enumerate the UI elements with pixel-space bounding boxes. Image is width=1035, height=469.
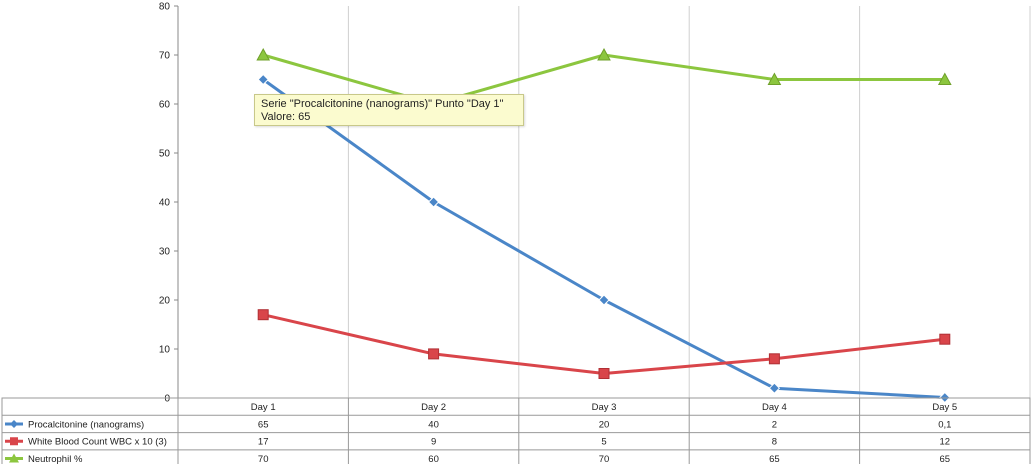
y-tick-label: 20 [159, 296, 171, 307]
tooltip-line-2: Valore: 65 [261, 111, 311, 123]
data-table-cell: 12 [940, 437, 951, 448]
data-table-cell: 65 [258, 419, 269, 430]
x-category-label: Day 1 [251, 402, 276, 413]
data-table-cell: 5 [601, 437, 606, 448]
y-tick-label: 40 [159, 198, 171, 209]
x-category-label: Day 5 [932, 402, 957, 413]
legend-key-marker [10, 437, 18, 446]
data-table-cell: 0,1 [938, 419, 951, 430]
y-tick-label: 50 [159, 149, 171, 160]
data-point-marker [939, 333, 951, 345]
data-point-marker [937, 72, 952, 85]
data-table-cell: 9 [431, 437, 436, 448]
data-table-border [1, 397, 1031, 468]
legend-entry-label: Neutrophil % [28, 454, 83, 464]
data-point-marker [598, 294, 610, 306]
x-category-label: Day 3 [592, 402, 617, 413]
plot-area [178, 6, 1030, 398]
data-table-cell: 70 [258, 454, 269, 464]
y-tick-label: 30 [159, 247, 171, 258]
data-point-marker [257, 73, 269, 86]
data-table-cell: 2 [772, 419, 777, 430]
legend-key-marker [9, 453, 19, 463]
data-table-cell: 8 [772, 437, 777, 448]
data-table-cell: 65 [940, 454, 951, 464]
data-point-marker [767, 72, 782, 85]
data-point-marker [597, 47, 611, 61]
data-table-cell: 70 [599, 454, 610, 464]
y-tick-label: 70 [159, 51, 171, 62]
data-table-cell: 20 [599, 419, 610, 430]
y-tick-label: 0 [164, 394, 170, 405]
data-point-tooltip: Serie "Procalcitonine (nanograms)" Punto… [254, 94, 524, 126]
data-point-marker [428, 348, 440, 360]
legend-entry-label: Procalcitonine (nanograms) [28, 419, 144, 430]
data-point-marker [598, 368, 610, 379]
x-category-label: Day 4 [762, 402, 787, 413]
y-tick-label: 60 [159, 100, 171, 111]
data-point-marker [256, 47, 271, 61]
data-point-marker [768, 353, 780, 365]
y-tick-label: 10 [159, 345, 171, 356]
tooltip-line-1: Serie "Procalcitonine (nanograms)" Punto… [261, 98, 504, 110]
legend-key-marker [10, 419, 18, 428]
data-table-cell: 40 [428, 419, 439, 430]
data-point-marker [768, 382, 781, 394]
legend-entry-label: White Blood Count WBC x 10 (3) [28, 437, 167, 448]
data-table-cell: 65 [769, 454, 780, 464]
data-point-marker [427, 196, 440, 208]
data-table-cell: 17 [258, 437, 269, 448]
y-tick-label: 80 [159, 2, 171, 13]
data-table-cell: 60 [428, 454, 439, 464]
data-point-marker [257, 309, 269, 321]
x-category-label: Day 2 [421, 402, 446, 413]
